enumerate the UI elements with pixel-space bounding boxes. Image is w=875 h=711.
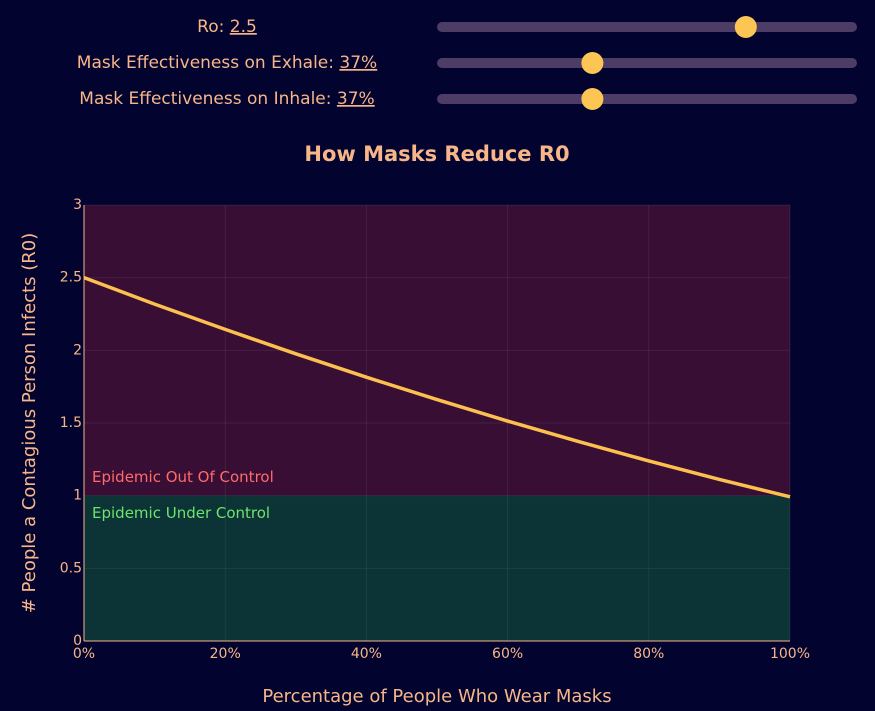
x-tick-label: 60% (492, 646, 523, 662)
y-tick-label: 0 (73, 633, 82, 649)
y-tick-label: 1 (73, 488, 82, 504)
slider-label-text: Mask Effectiveness on Exhale: (77, 53, 334, 73)
x-tick-label: 80% (633, 646, 664, 662)
y-tick-label: 0.5 (60, 560, 82, 576)
slider-label-text: Mask Effectiveness on Inhale: (79, 89, 331, 109)
region-label: Epidemic Out Of Control (92, 468, 274, 486)
x-tick-label: 40% (351, 646, 382, 662)
region-label: Epidemic Under Control (92, 504, 270, 522)
y-tick-label: 1.5 (60, 415, 82, 431)
slider-track[interactable] (437, 94, 857, 104)
slider-track[interactable] (437, 58, 857, 68)
x-tick-label: 0% (73, 646, 95, 662)
slider-track[interactable] (437, 22, 857, 32)
slider-label-text: Ro: (197, 17, 224, 37)
slider-label: Mask Effectiveness on Inhale: 37% (79, 89, 374, 109)
slider-knob[interactable] (734, 16, 757, 38)
slider-value: 37% (337, 89, 375, 109)
x-tick-label: 100% (770, 646, 810, 662)
y-tick-label: 2 (73, 342, 82, 358)
slider-knob[interactable] (581, 88, 604, 110)
slider-label: Mask Effectiveness on Exhale: 37% (77, 53, 377, 73)
y-tick-label: 3 (73, 197, 82, 213)
slider-value: 37% (339, 53, 377, 73)
region (84, 495, 790, 641)
slider-value: 2.5 (230, 17, 257, 37)
y-axis-title: # People a Contagious Person Infects (R0… (19, 233, 40, 614)
slider-label: Ro: 2.5 (197, 17, 257, 37)
x-axis-title: Percentage of People Who Wear Masks (262, 686, 611, 707)
region (84, 205, 790, 496)
chart-title: How Masks Reduce R0 (304, 142, 569, 166)
slider-knob[interactable] (581, 52, 604, 74)
x-tick-label: 20% (210, 646, 241, 662)
y-tick-label: 2.5 (60, 270, 82, 286)
data-line (83, 276, 791, 499)
